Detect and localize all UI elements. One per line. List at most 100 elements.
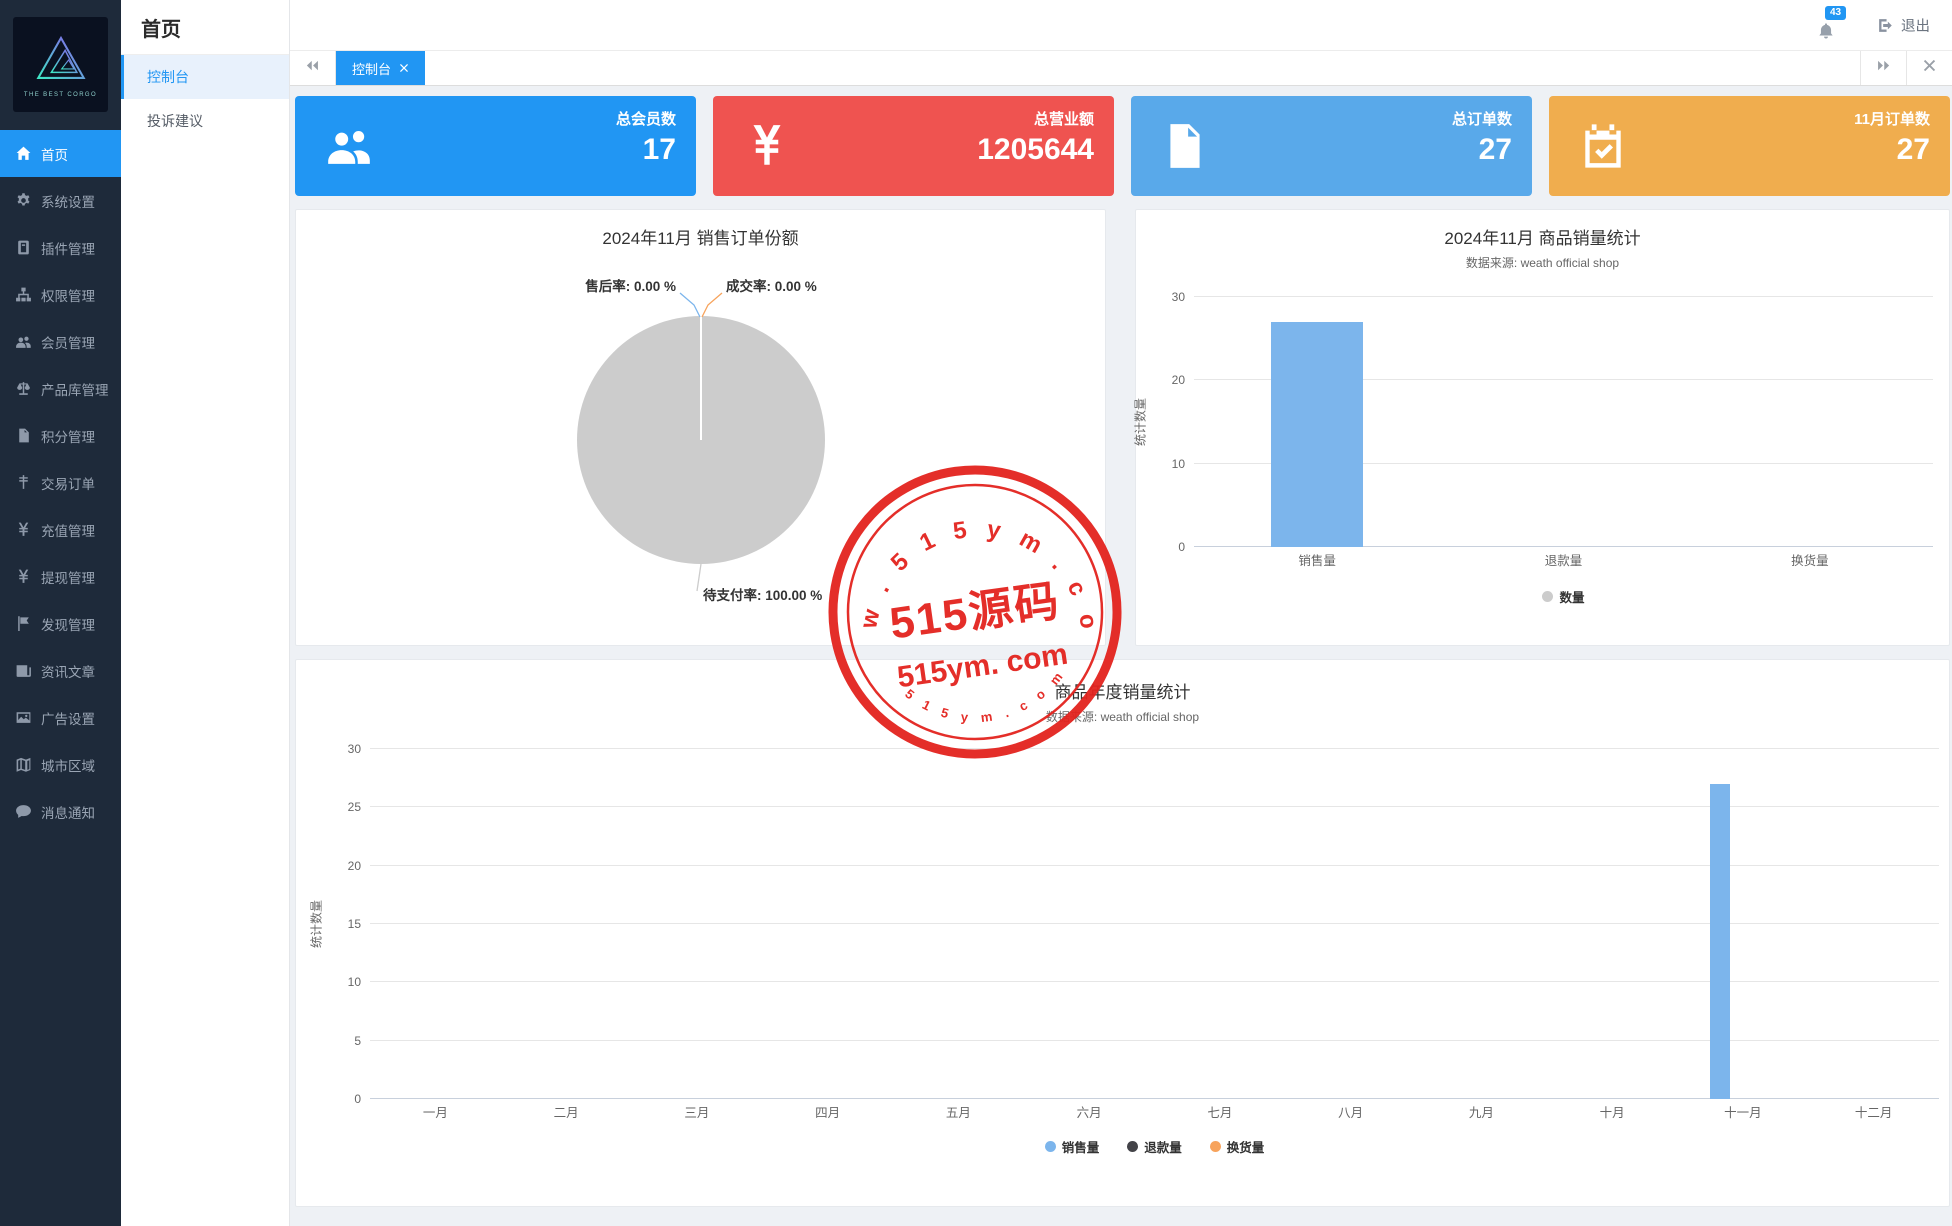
sitemap-icon (15, 286, 32, 303)
y-tick-15: 15 (347, 917, 361, 931)
x-label-销售量: 销售量 (1298, 553, 1336, 568)
bar-销售量-十一月[interactable] (1709, 784, 1730, 1099)
sidebar-item-message-notifications[interactable]: 消息通知 (0, 788, 121, 835)
sidebar-item-plugin-management[interactable]: 插件管理 (0, 224, 121, 271)
yen-icon (15, 521, 32, 538)
legend-item-销售量[interactable]: 销售量 (1044, 1137, 1100, 1156)
pie-label-aftersale-rate: 售后率: 0.00 % (584, 278, 676, 294)
sidebar-item-discovery-management[interactable]: 发现管理 (0, 600, 121, 647)
sidebar-item-label: 资讯文章 (41, 664, 95, 680)
stat-card-text: 11月订单数 27 (1854, 108, 1930, 165)
users-group-icon (323, 120, 375, 172)
sidebar-item-label: 提现管理 (41, 570, 95, 586)
x-label-九月: 九月 (1468, 1105, 1494, 1120)
pie-chart-title: 2024年11月 销售订单份额 (602, 229, 799, 248)
yearly-chart-plot: 0 5 10 15 20 25 30 统计数量 (310, 742, 1939, 1106)
sidebar-item-city-regions[interactable]: 城市区域 (0, 741, 121, 788)
y-tick-25: 25 (347, 800, 361, 815)
stat-card-text: 总营业额 1205644 (977, 108, 1094, 165)
y-tick-30: 30 (1171, 290, 1185, 304)
sidebar-item-trade-orders[interactable]: 交易订单 (0, 459, 121, 506)
sidebar-item-product-library[interactable]: 产品库管理 (0, 365, 121, 412)
stat-card-label: 11月订单数 (1854, 111, 1930, 128)
sidebar-item-label: 插件管理 (41, 241, 95, 257)
scroll-tabs-left-button[interactable] (290, 51, 336, 85)
sidebar-item-ad-settings[interactable]: 广告设置 (0, 694, 121, 741)
tabs: 控制台 (336, 51, 426, 85)
sidebar-item-points-management[interactable]: 积分管理 (0, 412, 121, 459)
points-file-icon (15, 427, 32, 444)
grid-line-0 (1194, 546, 1933, 547)
monthly-chart-subtitle: 数据来源: weath official shop (1465, 256, 1620, 270)
stat-card-november-orders: 11月订单数 27 (1549, 96, 1950, 196)
close-tabs-button[interactable] (1906, 51, 1952, 85)
category-column-七月 (1155, 749, 1286, 1099)
scale-icon (15, 380, 32, 397)
yen-icon (15, 568, 32, 585)
y-axis-label: 统计数量 (309, 899, 324, 949)
legend-item-换货量[interactable]: 换货量 (1209, 1137, 1264, 1156)
calendar-check-icon (1577, 120, 1629, 172)
plugin-icon (15, 239, 32, 256)
triangle-logo-icon (35, 35, 86, 79)
stat-card-value: 27 (1478, 133, 1512, 166)
grid-line-5 (370, 1039, 1939, 1041)
category-column-十月 (1547, 749, 1678, 1099)
x-label-五月: 五月 (945, 1105, 971, 1120)
tab-label: 控制台 (352, 61, 392, 77)
comment-icon (15, 803, 32, 820)
logout-button[interactable]: 退出 (1877, 15, 1930, 36)
sidebar-item-news-articles[interactable]: 资讯文章 (0, 647, 121, 694)
yearly-bar-chart-card: 商品年度销量统计 数据来源: weath official shop 0 5 10 1… (295, 659, 1950, 1207)
submenu-item-complaints-suggestions[interactable]: 投诉建议 (147, 113, 203, 129)
x-label-七月: 七月 (1207, 1105, 1233, 1120)
notifications-button[interactable]: 43 (1817, 6, 1847, 40)
content-area: 总会员数 17 总营业额 1205644 总订单数 27 11月订单数 27 2024年11月… (290, 87, 1952, 1226)
legend-item-退款量[interactable]: 退款量 (1127, 1137, 1182, 1156)
sidebar-item-withdrawal-management[interactable]: 提现管理 (0, 553, 121, 600)
submenu-items: 控制台投诉建议 (121, 55, 289, 143)
close-icon (1922, 58, 1937, 78)
x-label-十月: 十月 (1599, 1105, 1625, 1120)
submenu-item-console[interactable]: 控制台 (121, 55, 289, 99)
stat-card-value: 17 (642, 133, 676, 166)
yearly-chart-title: 商品年度销量统计 (1054, 683, 1191, 702)
plot-columns (370, 749, 1939, 1099)
x-label-三月: 三月 (684, 1105, 710, 1120)
x-label-二月: 二月 (553, 1105, 579, 1120)
legend-item-数量[interactable]: 数量 (1542, 587, 1585, 606)
stat-card-text: 总订单数 27 (1452, 108, 1512, 165)
sidebar-item-label: 发现管理 (41, 617, 95, 633)
x-label-一月: 一月 (422, 1105, 448, 1120)
scroll-tabs-right-button[interactable] (1860, 51, 1906, 85)
users-icon (15, 333, 32, 350)
legend-dot-退款量 (1127, 1141, 1139, 1152)
sidebar-item-label: 积分管理 (41, 429, 95, 445)
sidebar-item-system-settings[interactable]: 系统设置 (0, 177, 121, 224)
y-axis-label: 统计数量 (1133, 397, 1148, 447)
bell-icon (1817, 22, 1835, 40)
tab-close-icon[interactable] (399, 63, 409, 73)
logout-label: 退出 (1901, 18, 1930, 35)
sidebar-item-member-management[interactable]: 会员管理 (0, 318, 121, 365)
legend-label: 销售量 (1061, 1141, 1100, 1155)
tab-控制台[interactable]: 控制台 (336, 51, 426, 85)
sidebar-item-label: 城市区域 (41, 758, 95, 774)
monthly-bar-chart-card: 2024年11月 商品销量统计 数据来源: weath official sho… (1134, 209, 1950, 646)
bar-数量-销售量[interactable] (1271, 322, 1364, 547)
sidebar-item-home[interactable]: 首页 (0, 130, 121, 177)
sidebar-item-permission-management[interactable]: 权限管理 (0, 271, 121, 318)
monthly-chart-title: 2024年11月 商品销量统计 (1444, 229, 1641, 248)
double-chevron-left-icon (305, 58, 320, 78)
monthly-bar-chart: 0 10 20 30 统计数量 销售量 退款量 换货量 数量 (1134, 290, 1933, 606)
grid-line-25 (370, 806, 1939, 808)
tabbar-right-controls (1860, 51, 1952, 85)
app-logo: THE BEST CORGO (13, 17, 108, 112)
pie-label-deal-rate: 成交率: 0.00 % (726, 278, 817, 294)
sidebar-item-recharge-management[interactable]: 充值管理 (0, 506, 121, 553)
yen-sign-icon (741, 120, 793, 172)
category-column-九月 (1416, 749, 1547, 1099)
sidebar-menu: 首页 系统设置插件管理权限管理 会员管理 产品库管理积分管理交易订单 充值管理提现管理发… (0, 130, 121, 835)
yearly-chart-subtitle: 数据来源: weath official shop (1045, 710, 1200, 724)
